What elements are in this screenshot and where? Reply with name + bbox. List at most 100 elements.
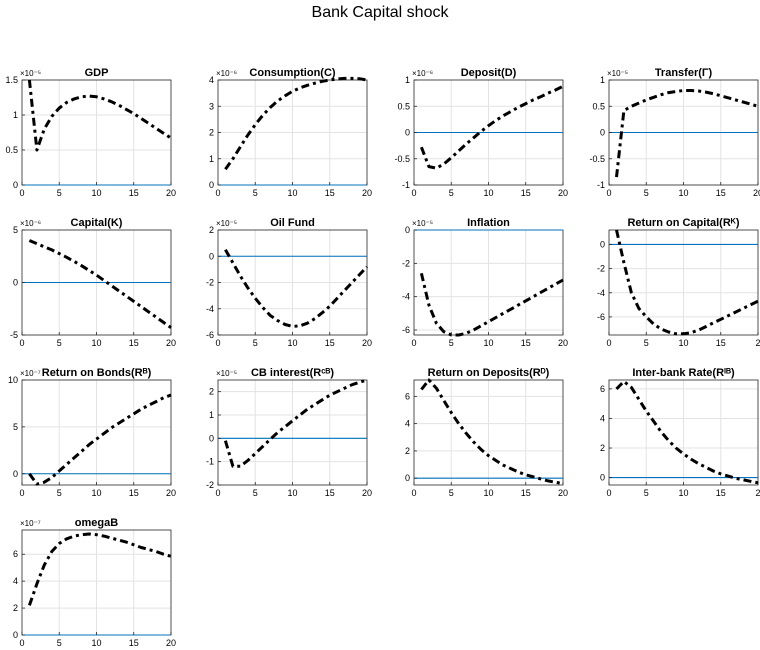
series-line [420, 84, 564, 170]
x-tick-label: 20 [362, 488, 372, 498]
series-line [28, 239, 172, 329]
y-tick-label: 0.5 [397, 101, 410, 111]
y-tick-label: -4 [597, 288, 605, 298]
x-tick-label: 10 [91, 188, 101, 198]
subplot: 0 5 10 15 20-6-4-20×10⁻⁵ Inflation [402, 217, 568, 348]
y-tick-label: -1 [597, 180, 605, 190]
x-tick-label: 10 [483, 338, 493, 348]
y-tick-label: 0 [13, 180, 18, 190]
x-tick-label: 0 [215, 488, 220, 498]
subplot-title: Capital(K) [71, 217, 123, 229]
x-tick-label: 10 [483, 488, 493, 498]
y-tick-label: 4 [405, 419, 410, 429]
x-tick-label: 10 [287, 188, 297, 198]
x-tick-label: 20 [362, 338, 372, 348]
y-tick-label: 0 [209, 433, 214, 443]
axis-exponent: ×10⁻⁷ [20, 369, 41, 378]
subplot-title: Inflation [467, 217, 510, 229]
axis-exponent: ×10⁻⁶ [20, 219, 41, 228]
x-tick-label: 5 [57, 638, 62, 648]
x-tick-label: 5 [57, 338, 62, 348]
x-tick-label: 20 [166, 338, 176, 348]
y-tick-label: 1 [405, 75, 410, 85]
x-tick-label: 20 [166, 638, 176, 648]
y-tick-label: 2 [600, 443, 605, 453]
series-line [27, 532, 172, 606]
subplot-title: Inter-bank Rate(Rᴵᴮ) [632, 367, 735, 379]
x-tick-label: 15 [521, 338, 531, 348]
x-tick-label: 15 [521, 488, 531, 498]
x-tick-label: 15 [716, 338, 726, 348]
subplot: 0 5 10 15 20 0 2 4 6 Return on Deposits(Rᴰ) [405, 367, 568, 498]
subplot-title: omegaB [75, 517, 118, 529]
y-tick-label: -6 [402, 325, 410, 335]
axis-exponent: ×10⁻⁷ [20, 519, 41, 528]
y-tick-label: 0.5 [592, 101, 605, 111]
x-tick-label: 5 [57, 488, 62, 498]
y-tick-label: 1 [209, 154, 214, 164]
x-tick-label: 0 [411, 338, 416, 348]
axis-exponent: ×10⁻⁶ [216, 69, 237, 78]
x-tick-label: 0 [215, 338, 220, 348]
x-tick-label: 2 [755, 488, 760, 498]
x-tick-label: 5 [253, 488, 258, 498]
y-tick-label: 3 [209, 101, 214, 111]
x-tick-label: 10 [91, 488, 101, 498]
y-tick-label: 2 [209, 387, 214, 397]
subplot-title: CB interest(Rᶜᴮ) [251, 367, 334, 379]
x-tick-label: 15 [325, 488, 335, 498]
x-tick-label: 0 [19, 638, 24, 648]
y-tick-label: 0 [600, 473, 605, 483]
x-tick-label: 5 [449, 488, 454, 498]
y-tick-label: -0.5 [394, 154, 410, 164]
subplot: 0 5 10 15 20 -2 -1 0 1 2×10⁻⁵ CB interest(Rᶜᴮ) [206, 367, 372, 498]
x-tick-label: 5 [253, 338, 258, 348]
y-tick-label: 0 [209, 180, 214, 190]
subplot-title: Consumption(C) [249, 67, 335, 79]
y-tick-label: 0 [405, 128, 410, 138]
x-tick-label: 20 [753, 188, 760, 198]
y-tick-label: 2 [13, 603, 18, 613]
x-tick-label: 15 [716, 488, 726, 498]
x-tick-label: 10 [678, 488, 688, 498]
x-tick-label: 5 [644, 338, 649, 348]
y-tick-label: 0 [209, 251, 214, 261]
subplot: 0 5 10 15 20 -6 -4 -2 0 2×10⁻⁵ Oil Fund [206, 217, 372, 348]
subplot: 0 5 10 15 20 0 2 4 6 ×10⁻⁷ omegaB [13, 517, 176, 648]
x-tick-label: 15 [129, 638, 139, 648]
y-tick-label: 1.5 [5, 75, 18, 85]
subplot: 0 5 10 15 20 0 1 2 3 4×10⁻⁶ Consumption(C) [209, 67, 372, 198]
y-tick-label: 0 [405, 473, 410, 483]
x-tick-label: 10 [483, 188, 493, 198]
y-tick-label: 0 [405, 225, 410, 235]
series-line [28, 393, 172, 486]
x-tick-label: 20 [166, 488, 176, 498]
axis-exponent: ×10⁻⁵ [20, 69, 41, 78]
subplot: 0 5 10 15 20 -1 -0.5 0 0.5 1×10⁻⁶ Deposit(D) [394, 67, 568, 198]
x-tick-label: 20 [558, 488, 568, 498]
y-tick-label: -0.5 [589, 154, 605, 164]
x-tick-label: 15 [129, 338, 139, 348]
series-line [224, 248, 369, 328]
y-tick-label: -6 [206, 330, 214, 340]
x-tick-label: 15 [129, 188, 139, 198]
y-tick-label: -2 [206, 278, 214, 288]
subplot-title: Return on Deposits(Rᴰ) [428, 367, 550, 379]
x-tick-label: 0 [19, 488, 24, 498]
x-tick-label: 15 [325, 338, 335, 348]
y-tick-label: 6 [13, 549, 18, 559]
y-tick-label: -4 [402, 292, 410, 302]
subplot: 0 5 10 15 2 -6 -4 -2 0 Return on Capital(Rᴷ) [597, 217, 760, 348]
subplot-title: GDP [85, 67, 109, 79]
series-line [615, 380, 759, 485]
y-tick-label: 6 [405, 391, 410, 401]
x-tick-label: 0 [411, 488, 416, 498]
y-tick-label: 5 [13, 422, 18, 432]
figure-title: Bank Capital shock [311, 4, 449, 21]
x-tick-label: 10 [678, 188, 688, 198]
subplot-title: Oil Fund [270, 217, 315, 229]
series-line [223, 378, 368, 468]
subplot-title: Return on Bonds(Rᴮ) [42, 367, 152, 379]
y-tick-label: 4 [209, 75, 214, 85]
